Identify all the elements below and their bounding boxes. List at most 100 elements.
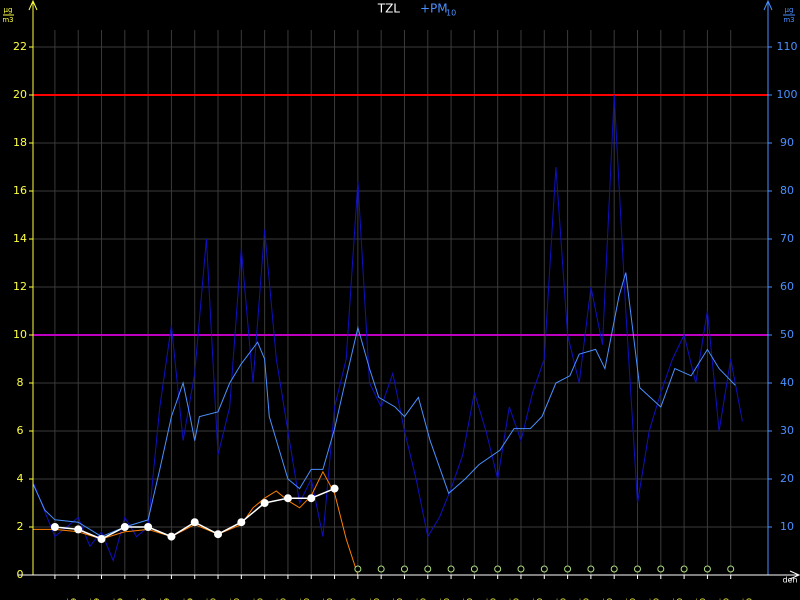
chart-title-sub: 10 [446,9,456,18]
x-tick-label: 14.1. [505,598,513,600]
x-tick-label: 26.12. [62,598,70,600]
missing-marker [494,565,502,573]
x-tick-label: 2020 [396,598,404,600]
missing-marker [727,565,735,573]
x-tick-label: 2020 [303,598,311,600]
missing-marker [680,565,688,573]
x-tick-label: 2020 [419,598,427,600]
y2-unit-den: m3 [783,16,794,24]
x-tick-label: 10.1. [411,598,419,600]
missing-marker [424,565,432,573]
y2-tick-label: 30 [780,424,794,437]
y-tick-label: 18 [13,136,27,149]
x-tick-label: 6.1. [318,598,326,600]
point [190,518,199,527]
x-tick-label: 2020 [676,598,684,600]
chart-title-pm: +PM [420,2,448,16]
x-tick-label: 2020 [233,598,241,600]
x-tick-label: 27.12. [85,598,93,600]
x-tick-label: 2020 [746,598,754,600]
x-tick-label: 2020 [629,598,637,600]
missing-marker [447,565,455,573]
x-tick-label: 30.12. [155,598,163,600]
x-tick-label: 18.1. [598,598,606,600]
x-tick-label: 2019 [163,598,171,600]
x-tick-label: 22.1. [691,598,699,600]
y-tick-label: 4 [17,472,24,485]
x-tick-label: 2020 [606,598,614,600]
point [74,525,83,534]
missing-marker [564,565,572,573]
x-tick-label: 2020 [583,598,591,600]
y2-tick-label: 10 [780,520,794,533]
y-unit-den: m3 [2,16,13,24]
y2-tick-label: 20 [780,472,794,485]
x-tick-label: 2020 [256,598,264,600]
point [167,532,176,541]
x-tick-label: 23.1. [714,598,722,600]
x-tick-label: 2020 [350,598,358,600]
x-tick-label: 2.1. [225,598,233,600]
x-tick-label: 2020 [559,598,567,600]
missing-marker [470,565,478,573]
x-tick-label: 2019 [140,598,148,600]
x-tick-label: 8.1. [365,598,373,600]
missing-marker [703,565,711,573]
missing-marker [354,565,362,573]
x-tick-label: 1.1. [202,598,210,600]
x-tick-label: 7.1. [342,598,350,600]
x-tick-label: 31.12. [178,598,186,600]
x-tick-label: 15.1. [528,598,536,600]
missing-marker [377,565,385,573]
point [120,523,129,531]
point [330,484,339,493]
y2-tick-label: 60 [780,280,794,293]
x-tick-label: 19.1. [621,598,629,600]
y2-axis-arrow [763,0,773,11]
x-tick-label: 29.12. [132,598,140,600]
x-tick-label: 21.1. [668,598,676,600]
missing-marker [633,565,641,573]
point [283,494,292,503]
x-tick-label: 2020 [722,598,730,600]
point [260,499,269,507]
point [97,535,106,543]
missing-marker [400,565,408,573]
y2-tick-label: 70 [780,232,794,245]
point [50,523,59,531]
x-tick-label: 3.1. [248,598,256,600]
y-tick-label: 16 [13,184,27,197]
y-axis-arrow [28,0,38,11]
missing-marker [540,565,548,573]
y2-tick-label: 80 [780,184,794,197]
x-tick-label: 24.1. [738,598,746,600]
x-tick-label: 2020 [489,598,497,600]
x-tick-label: 2020 [443,598,451,600]
x-tick-label: 17.1. [575,598,583,600]
y-tick-label: 20 [13,88,27,101]
y-tick-label: 2 [17,520,24,533]
missing-marker [657,565,665,573]
x-tick-label: 2020 [652,598,660,600]
x-tick-label: 11.1. [435,598,443,600]
y-tick-label: 14 [13,232,27,245]
x-tick-label: 13.1. [481,598,489,600]
x-tick-label: 5.1. [295,598,303,600]
missing-marker [517,565,525,573]
x-tick-label: 20.1. [644,598,652,600]
x-tick-label: 2020 [699,598,707,600]
x-tick-label: 2019 [93,598,101,600]
y-tick-label: 8 [17,376,24,389]
x-tick-label: 28.12. [109,598,117,600]
x-tick-label: 2020 [513,598,521,600]
x-tick-label: 9.1. [388,598,396,600]
x-tick-label: 2020 [536,598,544,600]
y2-unit: µg [785,6,794,14]
y-tick-label: 6 [17,424,24,437]
x-tick-label: 2020 [326,598,334,600]
y-tick-label: 12 [13,280,27,293]
x-tick-label: 2020 [280,598,288,600]
x-tick-label: 2020 [210,598,218,600]
x-tick-label: 4.1. [272,598,280,600]
y2-tick-label: 90 [780,136,794,149]
